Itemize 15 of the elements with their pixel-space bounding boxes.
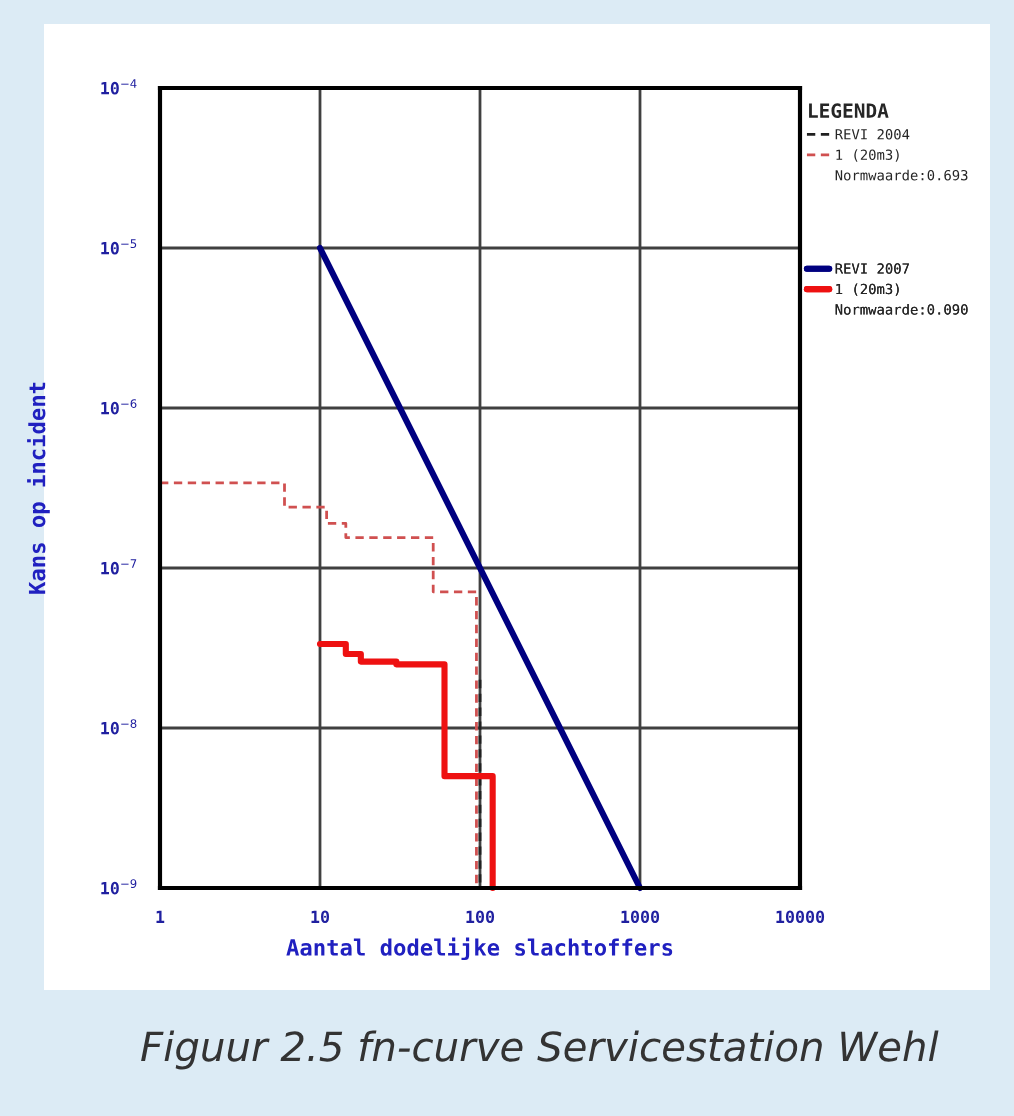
text: Figuur 2.5 fn-curve Servicestation Wehl [141, 1030, 939, 1070]
x-tick-label: 100 [466, 910, 495, 924]
x-axis-title: Aantal dodelijke slachtoffers [286, 937, 673, 961]
y-tick-label: 10$^{−9}$ [101, 879, 137, 895]
x-tick-label: 1000 [621, 910, 660, 924]
y-axis-title: Kans op incident [27, 382, 50, 594]
legend-title: LEGENDA [809, 103, 889, 118]
y-tick-label: 10$^{−7}$ [101, 559, 137, 575]
y-tick-label: 10$^{−8}$ [101, 719, 137, 735]
y-tick-label: 10$^{−4}$ [101, 79, 137, 95]
x-tick-label: 10 [311, 910, 330, 924]
y-tick-label: 10$^{−5}$ [101, 239, 137, 255]
y-tick-label: 10$^{−6}$ [101, 399, 137, 415]
x-tick-label: 10000 [776, 910, 825, 924]
x-tick-label: 1 [156, 910, 165, 923]
